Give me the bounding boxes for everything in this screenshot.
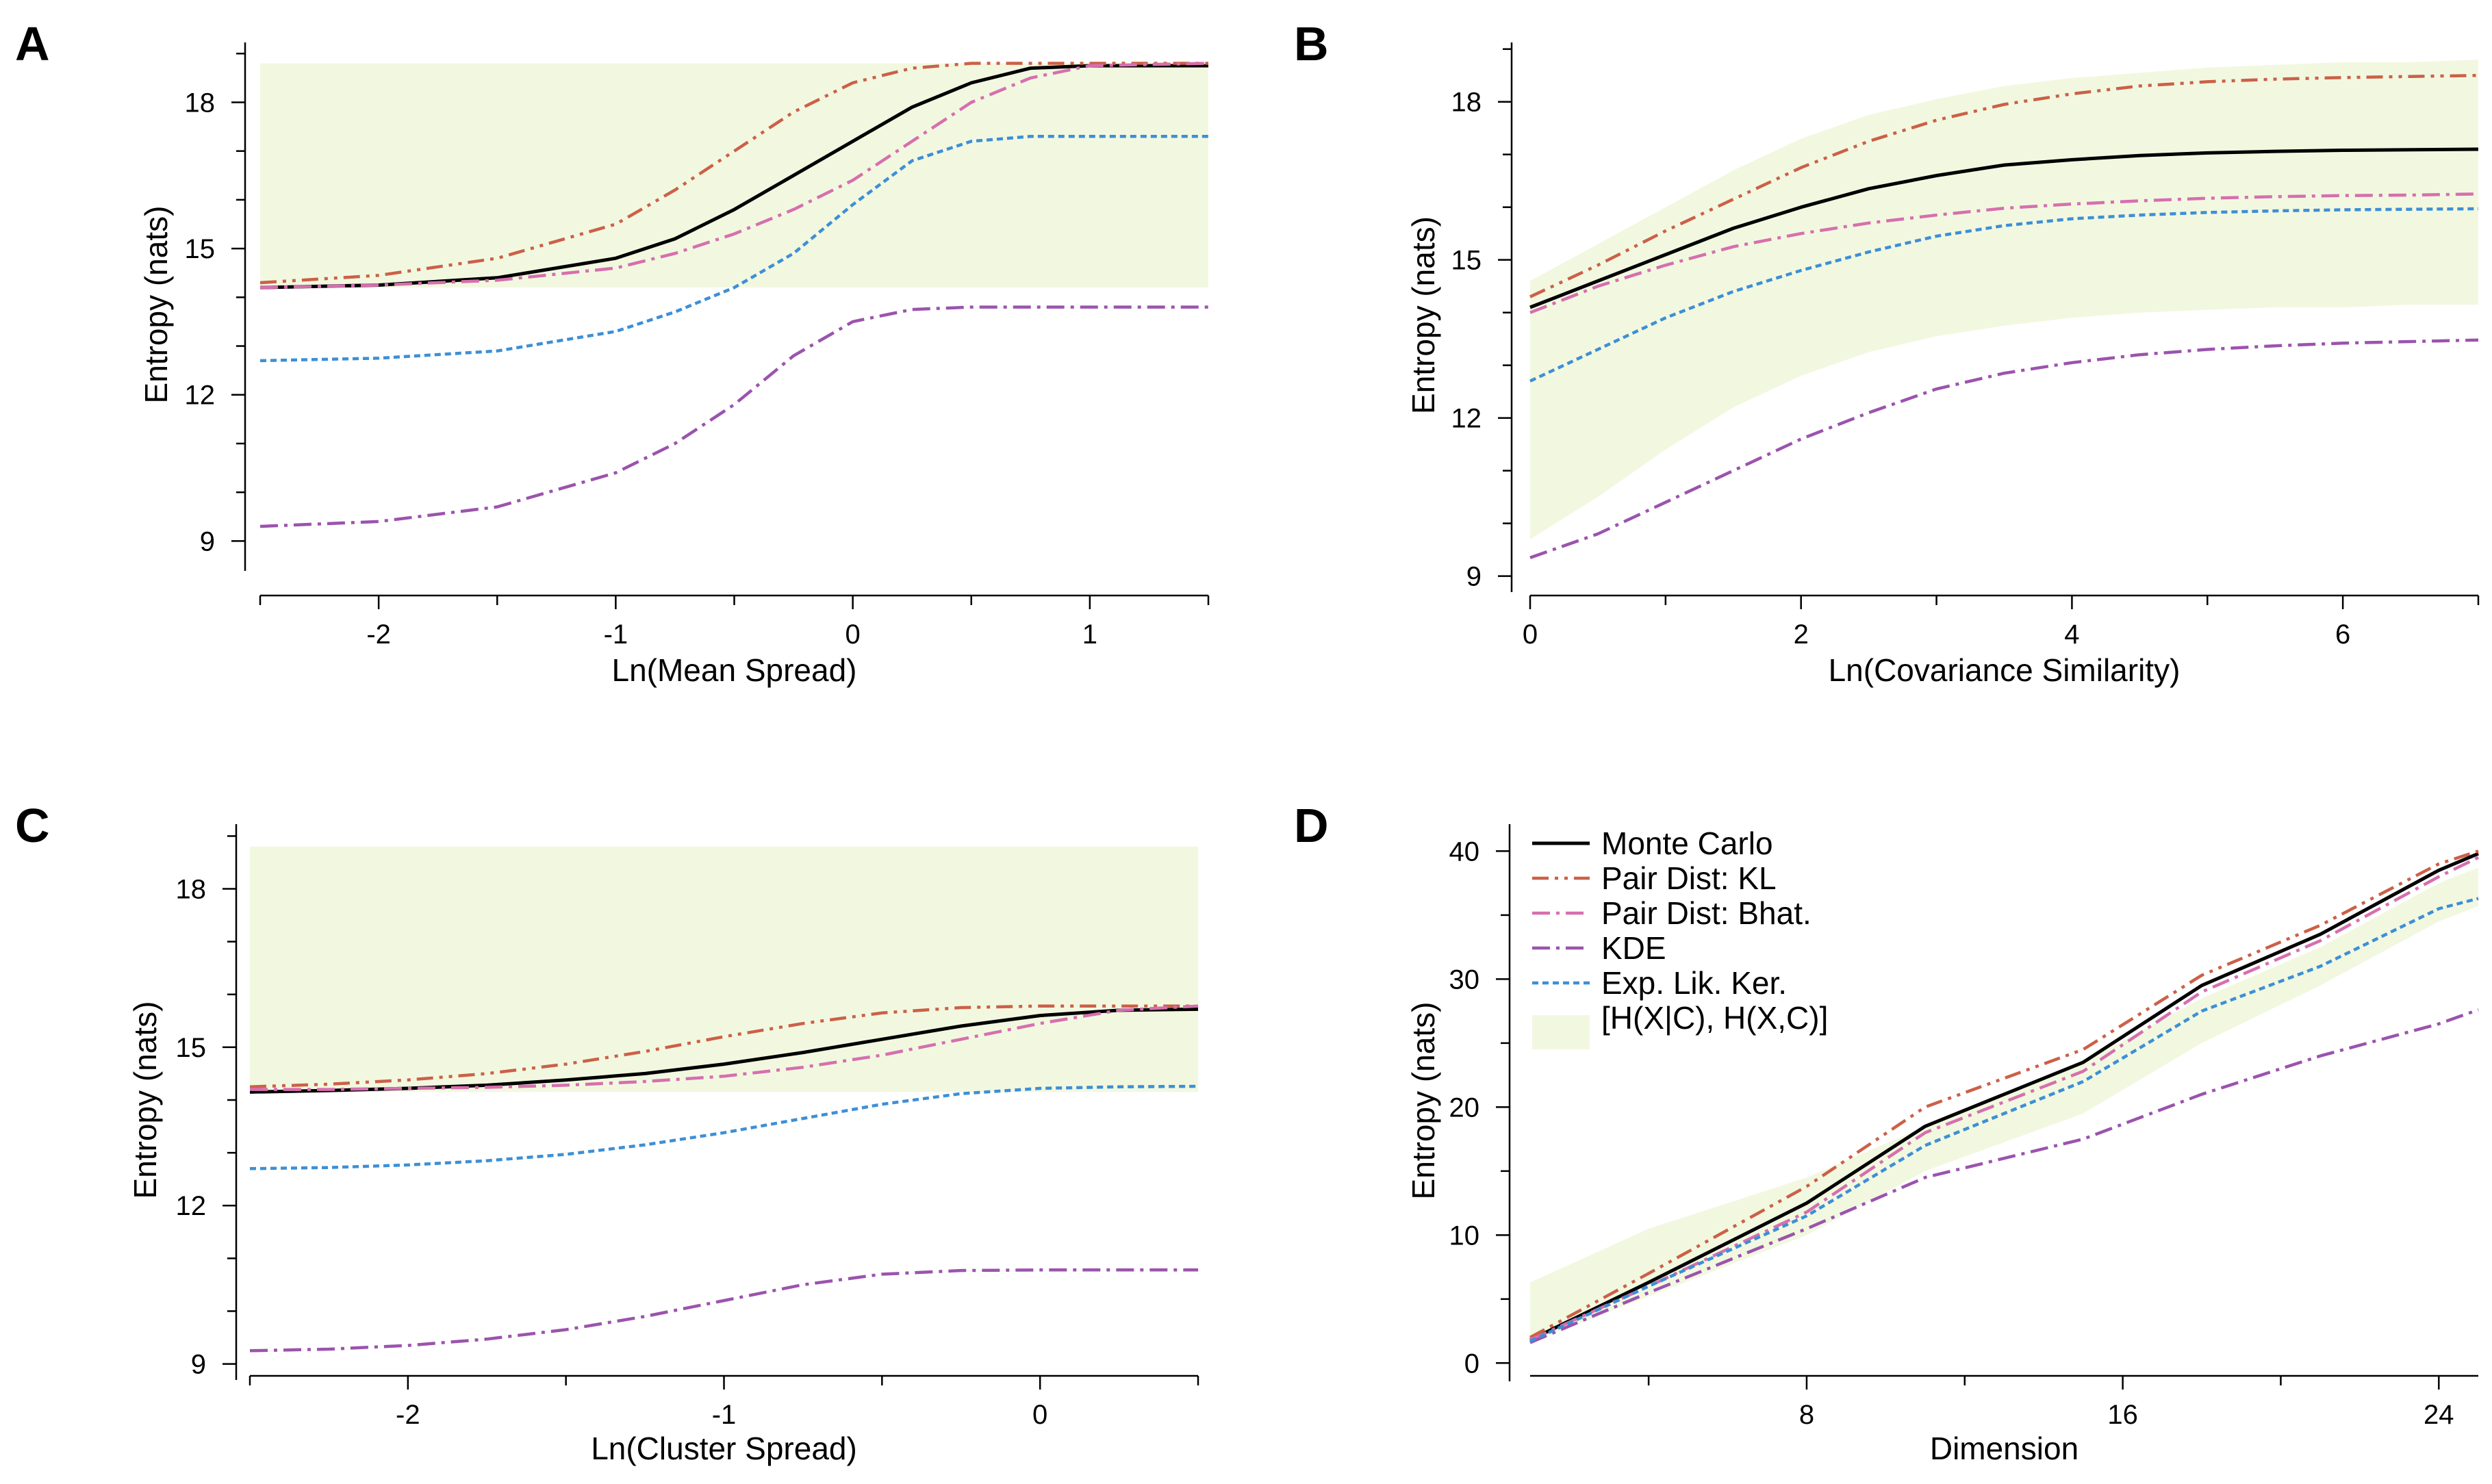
series-line-mc — [1529, 852, 2479, 1342]
y-tick-label: 30 — [1449, 964, 1480, 995]
series-line-kde — [1529, 1008, 2479, 1344]
panels: A -2 -1 0 1 9 12 15 18 Ln(Mean Spread) Entropy (na… — [15, 17, 2480, 1466]
legend-label: Exp. Lik. Ker. — [1601, 965, 1787, 1001]
legend-label: [H(X|C), H(X,C)] — [1601, 1000, 1828, 1036]
legend-label: Monte Carlo — [1601, 826, 1773, 861]
y-tick-label: 9 — [191, 1350, 206, 1380]
series-line-bhat — [259, 62, 1209, 290]
x-tick-label: 0 — [846, 619, 861, 650]
y-tick-label: 12 — [1451, 404, 1482, 434]
y-axis-label: Entropy (nats) — [127, 1001, 163, 1199]
y-tick-label: 10 — [1449, 1220, 1480, 1251]
legend-item-band: [H(X|C), H(X,C)] — [1532, 1000, 1828, 1049]
legend-item-mc: Monte Carlo — [1532, 826, 1773, 861]
y-tick-label: 15 — [176, 1033, 207, 1063]
x-tick-label: 2 — [1794, 619, 1809, 650]
series-line-mc — [259, 64, 1208, 290]
x-tick-label: 4 — [2064, 619, 2079, 650]
panel-letter: C — [15, 799, 50, 852]
panel-c: C -2 -1 0 9 12 15 18 Ln(Cluster Spread) Entropy (… — [15, 799, 1199, 1466]
x-tick-label: 16 — [2107, 1400, 2138, 1430]
legend-item-kde: KDE — [1532, 930, 1666, 966]
x-axis-label: Ln(Cluster Spread) — [591, 1431, 857, 1466]
y-tick-label: 15 — [1451, 246, 1482, 276]
series-line-kl — [1529, 849, 2479, 1339]
bounds-band — [260, 63, 1208, 288]
panel-b: B 0 2 4 6 9 12 15 18 Ln(Covariance Similarity) Ent… — [1294, 17, 2480, 688]
y-tick-label: 40 — [1449, 836, 1480, 867]
x-axis-label: Ln(Covariance Similarity) — [1829, 652, 2180, 688]
x-tick-label: 8 — [1799, 1400, 1814, 1430]
legend-item-kl: Pair Dist: KL — [1532, 860, 1777, 896]
series-line-kl — [249, 1004, 1198, 1088]
series-line-kl — [1529, 73, 2479, 298]
panel-a: A -2 -1 0 1 9 12 15 18 Ln(Mean Spread) Entropy (na… — [15, 17, 1210, 688]
x-tick-label: 24 — [2424, 1400, 2454, 1430]
panel-d: D 8 16 24 0 10 20 30 40 Dimension Entropy (nats) — [1294, 799, 2479, 1466]
x-tick-label: 0 — [1523, 619, 1538, 650]
legend-item-bhat: Pair Dist: Bhat. — [1532, 895, 1811, 931]
x-tick-label: -2 — [366, 619, 391, 650]
series-line-kde — [259, 305, 1208, 528]
y-tick-label: 12 — [176, 1191, 207, 1221]
panel-letter: D — [1294, 799, 1329, 852]
x-tick-label: 6 — [2335, 619, 2350, 650]
panel-letter: B — [1294, 17, 1329, 71]
legend-label: KDE — [1601, 930, 1666, 966]
x-axis-label: Dimension — [1930, 1431, 2078, 1466]
series-line-kde — [1529, 338, 2479, 559]
y-axis-label: Entropy (nats) — [138, 206, 174, 404]
series-line-bhat — [1529, 856, 2479, 1342]
series-line-elk — [1529, 897, 2479, 1343]
legend-label: Pair Dist: Bhat. — [1601, 895, 1811, 931]
series-line-mc — [1529, 147, 2479, 309]
y-tick-label: 9 — [1466, 562, 1482, 592]
x-axis-label: Ln(Mean Spread) — [612, 652, 857, 688]
y-axis-label: Entropy (nats) — [1406, 216, 1441, 414]
x-tick-label: -2 — [396, 1400, 420, 1430]
legend-swatch — [1532, 1015, 1590, 1049]
panel-letter: A — [15, 17, 50, 71]
y-tick-label: 18 — [1451, 88, 1482, 118]
series-line-elk — [249, 1084, 1199, 1170]
y-tick-label: 0 — [1464, 1348, 1479, 1379]
x-tick-label: 1 — [1082, 619, 1097, 650]
y-tick-label: 15 — [185, 234, 216, 264]
series-line-kl — [259, 62, 1208, 285]
bounds-band — [250, 846, 1198, 1092]
legend-label: Pair Dist: KL — [1601, 860, 1777, 896]
y-tick-label: 18 — [176, 875, 207, 905]
legend-item-elk: Exp. Lik. Ker. — [1532, 965, 1787, 1001]
x-tick-label: -1 — [712, 1400, 737, 1430]
y-tick-label: 9 — [200, 526, 215, 556]
series-line-elk — [259, 135, 1208, 363]
series-line-mc — [249, 1007, 1199, 1094]
x-tick-label: -1 — [604, 619, 628, 650]
y-tick-label: 20 — [1449, 1092, 1480, 1123]
series-line-kde — [249, 1268, 1198, 1353]
x-tick-label: 0 — [1032, 1400, 1047, 1430]
bounds-band — [1530, 60, 2478, 539]
y-axis-label: Entropy (nats) — [1406, 1002, 1441, 1200]
y-tick-label: 12 — [185, 381, 216, 411]
series-line-bhat — [250, 1004, 1199, 1091]
y-tick-label: 18 — [185, 88, 216, 118]
